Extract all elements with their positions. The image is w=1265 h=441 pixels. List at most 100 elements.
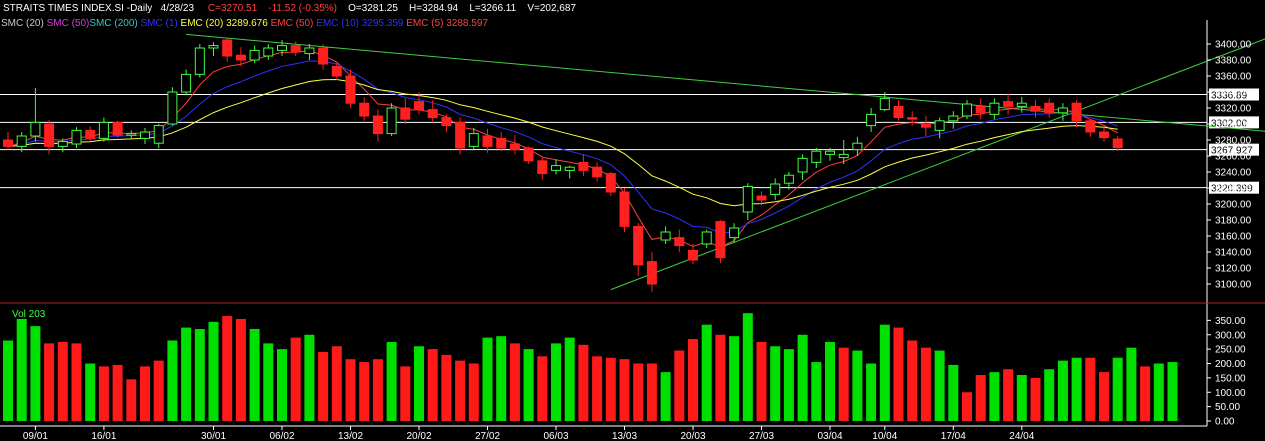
interval: -Daily <box>126 3 153 14</box>
volume-tick-label: 100.00 <box>1215 388 1246 399</box>
candle-body <box>1071 102 1082 122</box>
volume-bar <box>811 362 822 421</box>
candle-down <box>455 117 466 155</box>
candle-body <box>468 133 479 147</box>
candle-body <box>290 45 301 53</box>
candle-down <box>509 135 520 155</box>
volume-bar <box>112 364 123 421</box>
candle-body <box>1099 131 1109 139</box>
candle-up <box>838 140 849 164</box>
candle-body <box>386 107 397 135</box>
candle-body <box>920 123 931 128</box>
candle-body <box>427 109 438 119</box>
candle-body <box>729 227 740 239</box>
candle-body <box>167 91 178 125</box>
candle-up <box>277 40 287 56</box>
volume-bar <box>290 337 301 421</box>
volume-tick-label: 250.00 <box>1215 345 1246 356</box>
volume-bar <box>564 337 575 421</box>
volume-bar <box>222 316 233 421</box>
candle-down <box>1071 100 1082 128</box>
candle-up <box>249 45 260 64</box>
candle-body <box>646 261 657 285</box>
volume-bar <box>235 318 246 421</box>
candle-body <box>907 117 918 120</box>
volume-bar <box>263 343 274 421</box>
candle-down <box>331 61 342 80</box>
candle-body <box>496 137 507 149</box>
candle-up <box>208 42 219 56</box>
candle-body <box>975 105 986 114</box>
indicator-sma200: SMC (200) <box>89 18 138 29</box>
price-tick-label: 3160.00 <box>1215 232 1252 243</box>
volume-bar <box>962 392 972 421</box>
open-price: O=3281.25 <box>348 3 398 14</box>
candle-body <box>701 231 712 245</box>
candle-up <box>57 138 68 152</box>
candle-down <box>1003 93 1014 115</box>
candle-body <box>235 54 246 61</box>
indicator-ema5: EMC (5) 3288.597 <box>406 18 488 29</box>
candle-body <box>674 237 685 247</box>
candle-down <box>975 98 986 120</box>
volume-tick-label: 300.00 <box>1215 330 1246 341</box>
candle-up <box>742 183 753 220</box>
volume-bar <box>783 349 794 421</box>
candle-down <box>893 100 904 121</box>
candle-up <box>797 154 808 180</box>
candle-body <box>1057 107 1068 114</box>
candle-body <box>359 102 370 117</box>
candle-up <box>852 136 863 156</box>
candle-body <box>30 121 41 137</box>
volume-bar <box>893 327 904 421</box>
candle-up <box>194 44 205 78</box>
candle-up <box>701 229 712 248</box>
price-tick-label: 3280.00 <box>1215 136 1252 147</box>
volume-bar <box>304 334 315 421</box>
volume-bar <box>715 334 726 421</box>
symbol-name: STRAITS TIMES INDEX.SI <box>3 3 124 14</box>
volume-bar <box>920 347 931 421</box>
volume-bar <box>879 324 890 421</box>
high-price: H=3284.94 <box>409 3 459 14</box>
volume-bar <box>688 339 698 421</box>
volume-bar <box>701 324 712 421</box>
volume-bar <box>674 350 685 421</box>
candle-down <box>646 252 657 292</box>
candle-up <box>30 88 41 142</box>
candle-body <box>537 160 548 175</box>
volume-bar <box>3 340 13 421</box>
volume-bar <box>825 341 835 421</box>
candle-up <box>825 148 835 161</box>
price-tick-label: 3100.00 <box>1215 280 1252 291</box>
volume-bar <box>181 327 192 421</box>
candle-up <box>564 165 575 179</box>
candle-body <box>825 150 835 155</box>
candle-down <box>907 111 918 126</box>
trendline <box>186 33 1265 132</box>
date-tick-label: 13/02 <box>338 431 363 441</box>
volume-bar <box>400 366 411 421</box>
volume-bar <box>1057 360 1068 421</box>
candle-down <box>85 126 96 141</box>
candle-up <box>263 44 274 60</box>
candle-down <box>345 69 356 108</box>
candle-up <box>783 172 794 190</box>
candle-down <box>3 132 13 150</box>
candle-up <box>386 103 397 136</box>
candle-body <box>1085 120 1096 133</box>
volume-bar <box>907 340 918 421</box>
ema5-line <box>7 50 1118 248</box>
candle-down <box>496 132 507 152</box>
candle-down <box>633 223 644 276</box>
volume-bar <box>1140 366 1151 421</box>
candle-up <box>660 226 671 244</box>
volume-bar <box>1099 372 1109 421</box>
candle-down <box>674 229 685 252</box>
volume-bar <box>1003 369 1014 421</box>
date-tick-label: 20/02 <box>406 431 431 441</box>
candle-body <box>1112 138 1123 149</box>
candle-body <box>948 115 959 122</box>
candle-body <box>400 107 411 120</box>
